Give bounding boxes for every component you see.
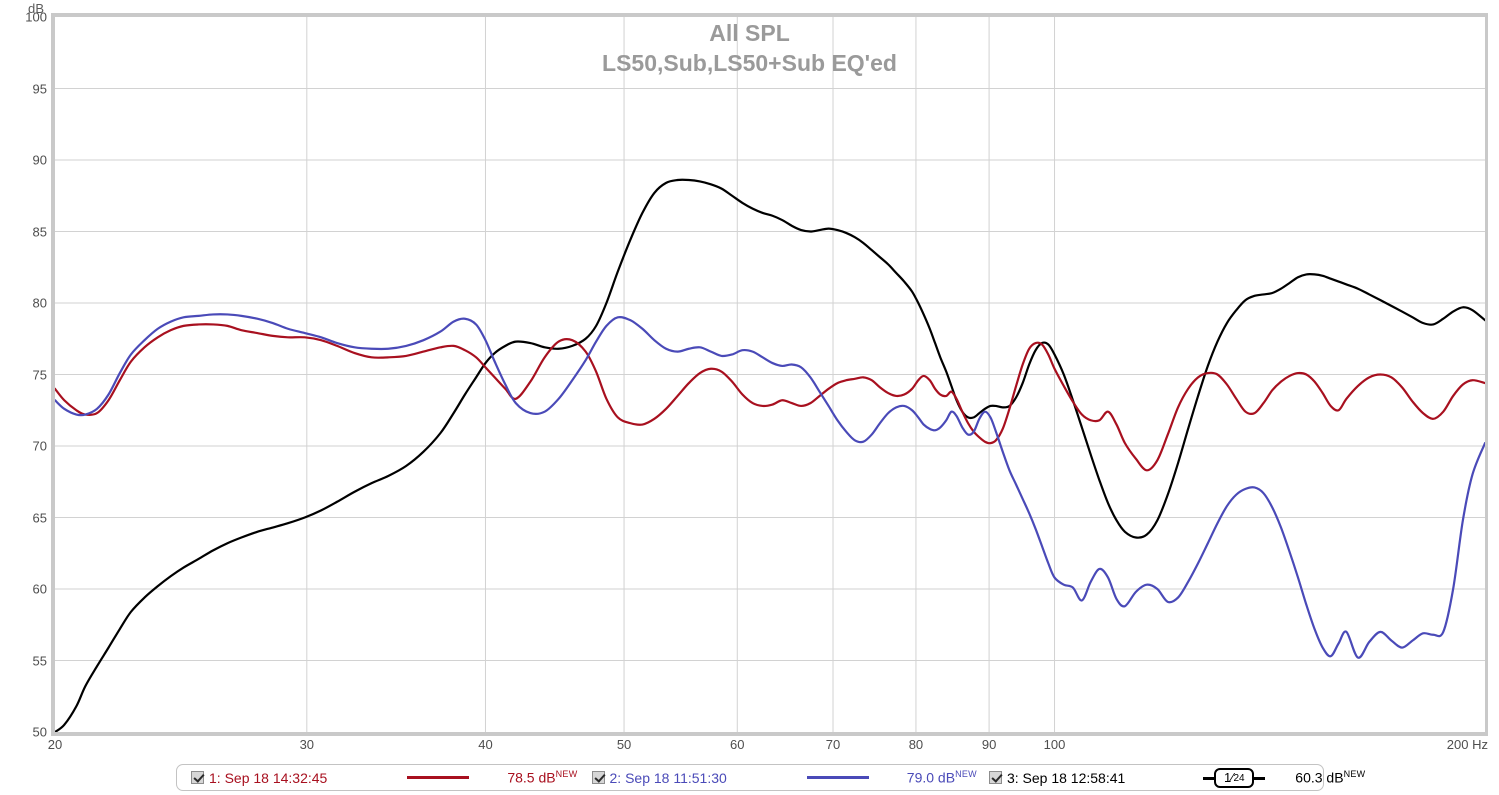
legend-value-1: 78.5 dBNEW	[507, 769, 578, 786]
x-axis-tick-last: 200 Hz	[1446, 737, 1488, 752]
legend-label-2[interactable]: 2: Sep 18 11:51:30	[609, 769, 727, 786]
legend-new-badge-2: NEW	[955, 769, 977, 780]
x-axis-tick-60: 60	[730, 737, 745, 752]
smoothing-slash-icon: ⁄	[1231, 770, 1234, 785]
trace-3	[55, 178, 1485, 732]
y-axis-tick-75: 75	[32, 367, 47, 382]
chart-legend[interactable]: 1: Sep 18 14:32:45 78.5 dBNEW 2: Sep 18 11…	[176, 764, 1365, 791]
legend-entry-1[interactable]: 1: Sep 18 14:32:45 78.5 dBNEW	[191, 765, 578, 790]
legend-entry-3[interactable]: 3: Sep 18 12:58:41 1 ⁄ 24 60.3 dBNEW	[988, 765, 1366, 790]
smoothing-numerator: 1	[1224, 770, 1232, 785]
plot-inner	[55, 17, 1485, 732]
legend-label-3[interactable]: 3: Sep 18 12:58:41	[1006, 769, 1126, 786]
y-axis-tick-60: 60	[32, 581, 47, 597]
legend-smoothing-badge-3[interactable]: 1 ⁄ 24	[1203, 767, 1266, 788]
y-axis-tick-85: 85	[32, 224, 47, 239]
trace-2	[55, 313, 1485, 659]
y-axis-tick-labels: 100 95 90 85 80 75 70 65 60 55 50	[0, 0, 50, 795]
y-axis-tick-80: 80	[32, 295, 47, 311]
x-axis-tick-90: 90	[981, 737, 997, 752]
trace-1	[55, 323, 1485, 472]
y-axis-tick-55: 55	[32, 653, 47, 668]
y-axis-tick-70: 70	[32, 438, 47, 454]
legend-value-2: 79.0 dBNEW	[906, 769, 977, 786]
y-axis-unit-label: dB	[28, 1, 45, 16]
legend-entry-2[interactable]: 2: Sep 18 11:51:30 79.0 dBNEW	[591, 765, 977, 790]
x-axis-tick-100: 100	[1043, 737, 1066, 752]
legend-checkbox-1[interactable]	[191, 771, 204, 784]
legend-smoothing-box-3: 1 ⁄ 24	[1214, 767, 1255, 788]
legend-value-3: 60.3 dBNEW	[1295, 769, 1366, 786]
smoothing-denominator: 24	[1233, 772, 1245, 784]
x-axis-tick-30: 30	[299, 737, 315, 752]
y-axis-tick-65: 65	[32, 510, 47, 525]
legend-checkbox-2[interactable]	[591, 771, 605, 784]
legend-checkbox-3[interactable]	[988, 771, 1002, 784]
plot-area[interactable]	[51, 13, 1488, 736]
legend-label-1[interactable]: 1: Sep 18 14:32:45	[209, 769, 328, 786]
x-axis-tick-labels: 20 30 40 50 60 70 80 90 100 200 Hz	[0, 737, 1499, 759]
legend-new-badge-1: NEW	[555, 769, 578, 780]
legend-line-swatch-2	[806, 776, 869, 779]
y-axis-tick-90: 90	[32, 152, 47, 168]
x-axis-tick-50: 50	[616, 737, 632, 752]
x-axis-tick-80: 80	[908, 737, 924, 752]
legend-line-swatch-1	[407, 776, 470, 779]
y-axis-tick-100: 100	[25, 9, 47, 25]
x-axis-tick-70: 70	[825, 737, 841, 752]
spl-traces-svg	[55, 17, 1485, 732]
y-axis-tick-50: 50	[32, 724, 47, 740]
x-axis-tick-20: 20	[47, 737, 63, 752]
legend-new-badge-3: NEW	[1343, 769, 1366, 780]
y-axis-tick-95: 95	[32, 81, 47, 96]
x-axis-tick-40: 40	[478, 737, 493, 752]
